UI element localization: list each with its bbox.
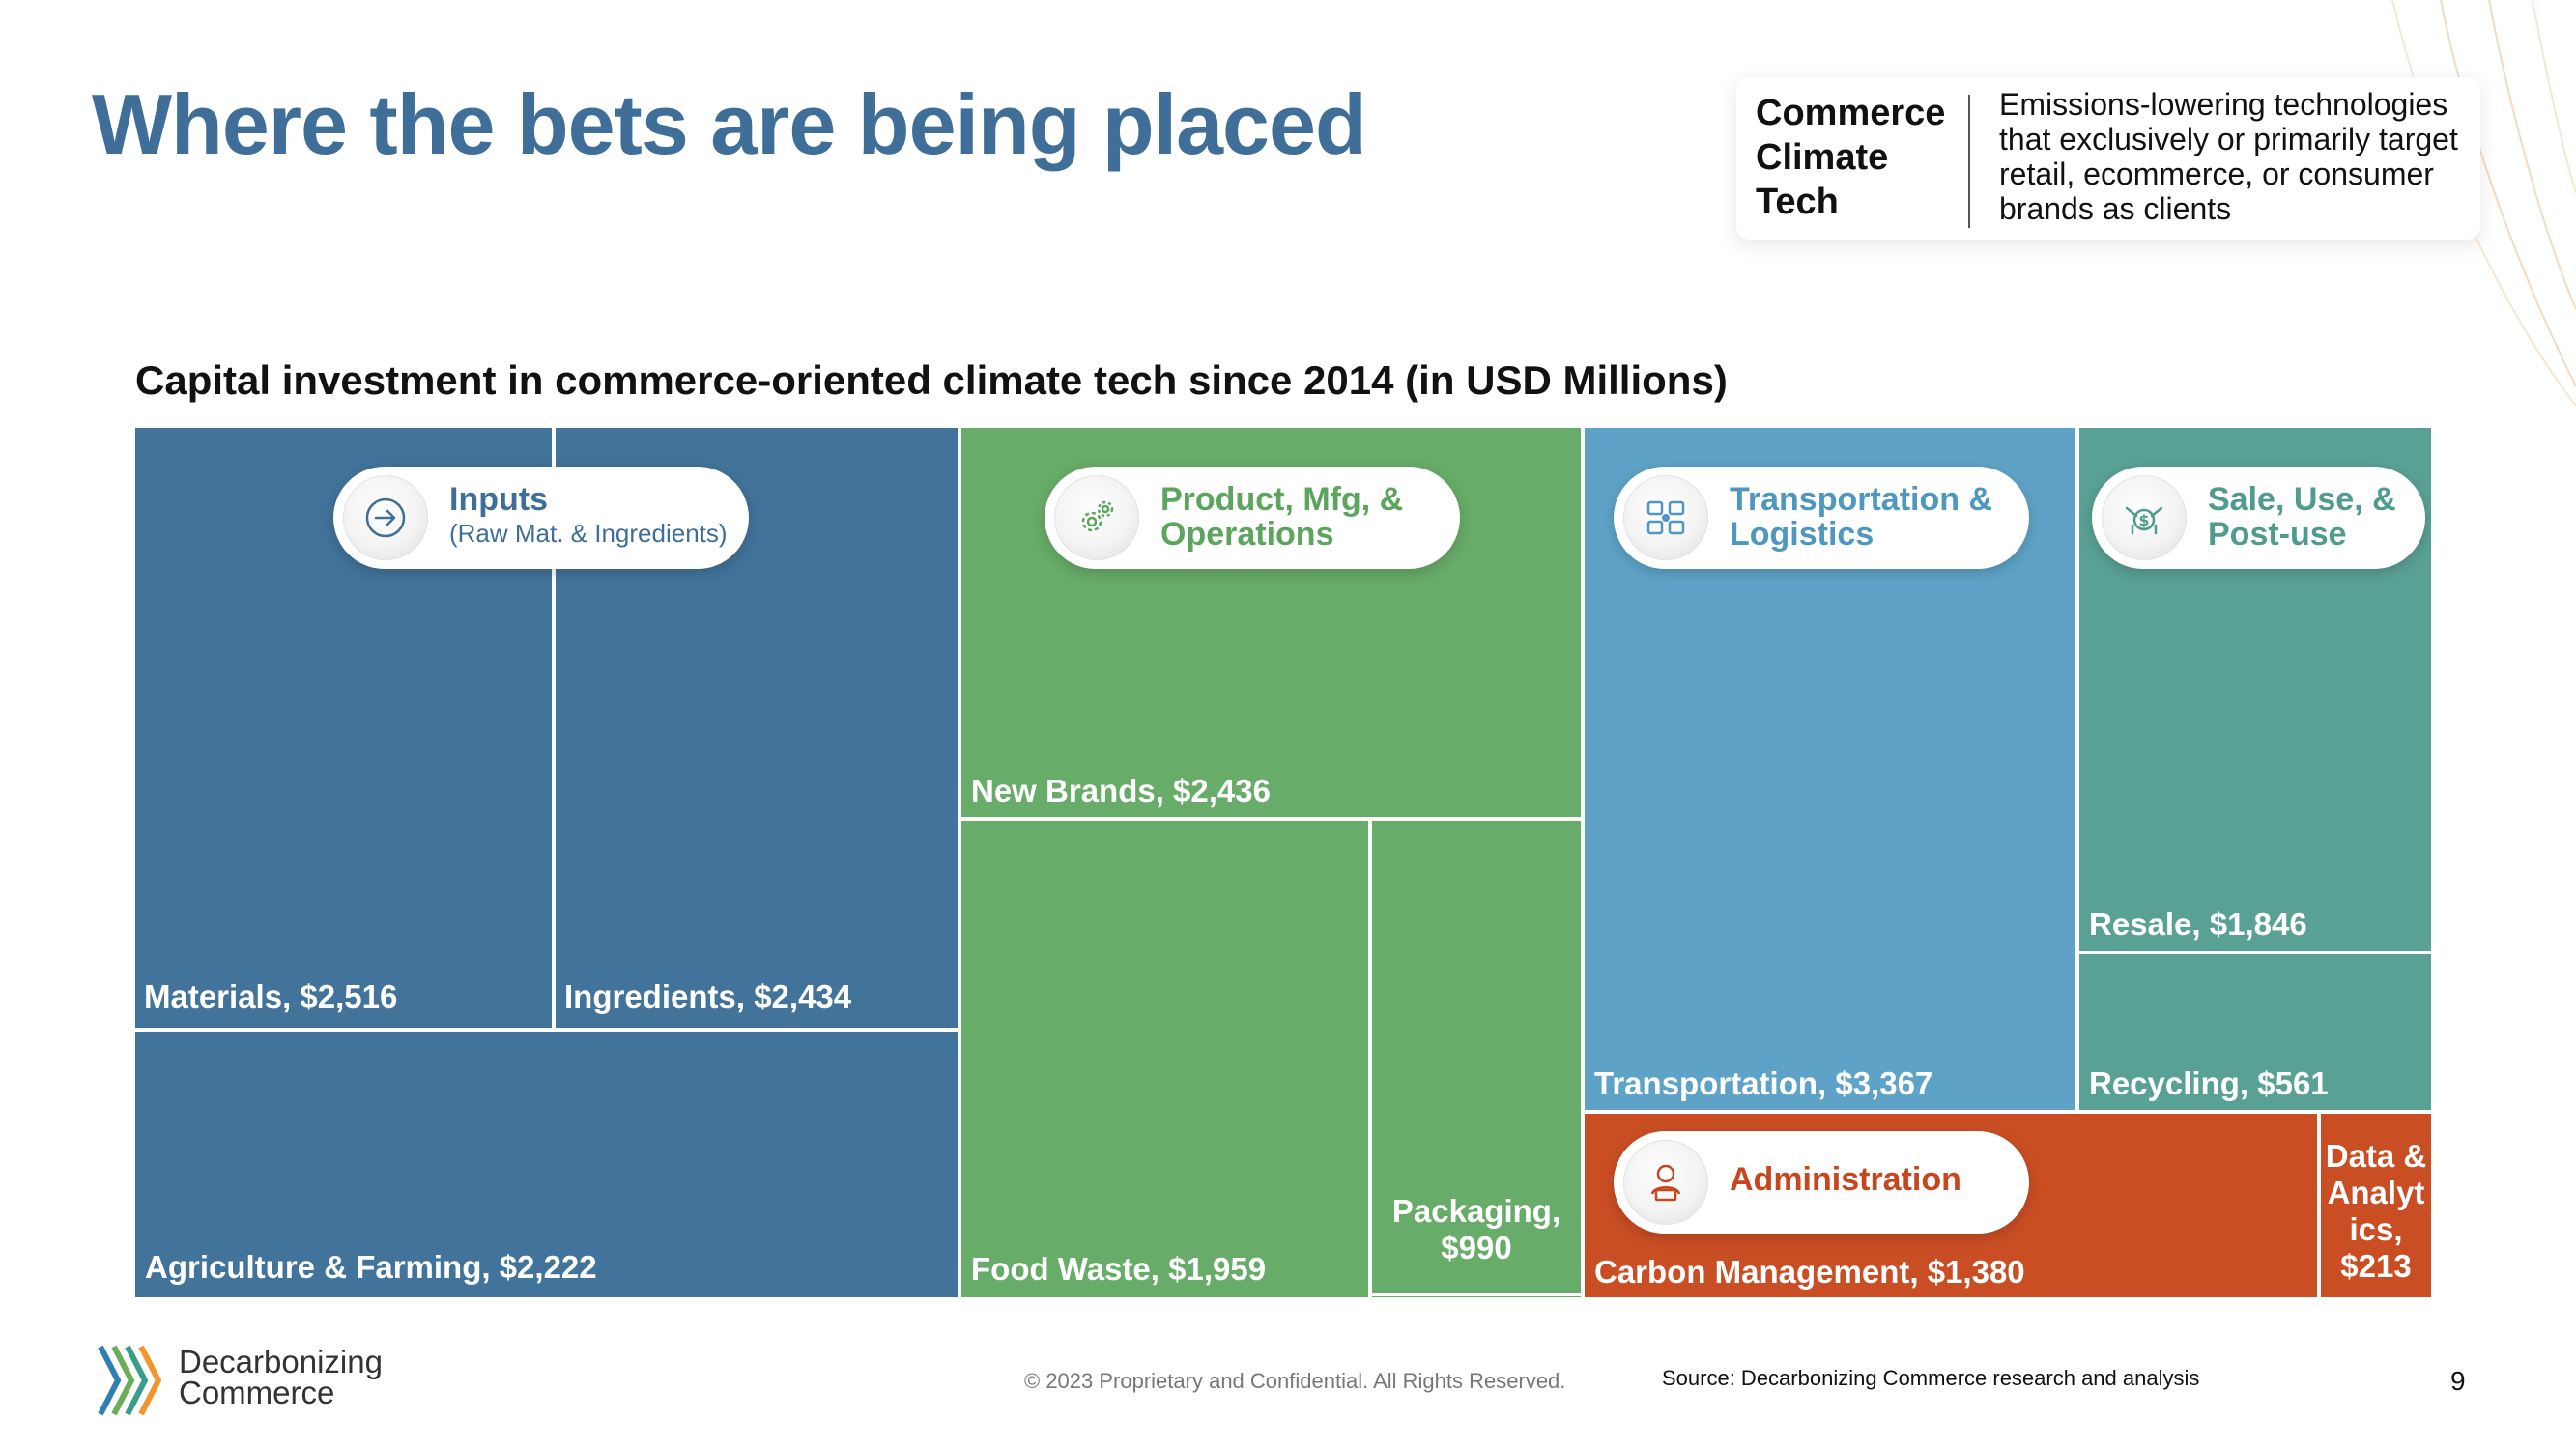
svg-text:$: $ — [2138, 511, 2149, 529]
arrow-circle-icon — [343, 475, 428, 560]
definition-text: Emissions-lowering technologies that exc… — [1999, 87, 2458, 226]
definition-term-line: Climate — [1756, 137, 1889, 178]
category-pill-sale-use-post-use: $ Sale, Use, & Post-use — [2092, 467, 2425, 569]
copyright-notice: © 2023 Proprietary and Confidential. All… — [1024, 1369, 1566, 1393]
logo-line: Decarbonizing — [179, 1344, 383, 1379]
tile-label: New Brands, $2,436 — [971, 773, 1271, 809]
logo-line: Commerce — [179, 1375, 335, 1410]
tile-ingredients: Ingredients, $2,434 — [556, 428, 961, 1032]
category-pill-administration: Administration — [1614, 1131, 2029, 1234]
tile-label: Transportation, $3,367 — [1594, 1065, 1933, 1101]
tile-agriculture-farming: Agriculture & Farming, $2,222 — [135, 1032, 961, 1301]
page-number: 9 — [2450, 1366, 2466, 1396]
definition-term-line: Commerce — [1756, 93, 1946, 133]
tile-label: Packaging, $990 — [1391, 1193, 1561, 1265]
chart-title: Capital investment in commerce-oriented … — [135, 357, 1728, 403]
tile-recycling: Recycling, $561 — [2079, 954, 2435, 1114]
category-pill-transportation-logistics: Transportation & Logistics — [1614, 467, 2029, 569]
definition-divider — [1968, 95, 1970, 228]
pill-title: Product, Mfg, & Operations — [1160, 481, 1404, 553]
pill-title: Sale, Use, & Post-use — [2208, 481, 2396, 553]
treemap-chart: Materials, $2,516 Ingredients, $2,434 Ag… — [135, 428, 2435, 1301]
tile-label: Agriculture & Farming, $2,222 — [145, 1249, 597, 1285]
pill-title: Inputs — [449, 481, 548, 518]
tile-label: Materials, $2,516 — [144, 979, 398, 1014]
source-note: Source: Decarbonizing Commerce research … — [1662, 1366, 2200, 1390]
tile-label: Resale, $1,846 — [2089, 906, 2307, 942]
gears-icon — [1054, 475, 1139, 560]
pill-subtitle: (Raw Mat. & Ingredients) — [449, 519, 728, 548]
money-hand-icon: $ — [2102, 475, 2187, 560]
tile-label: Carbon Management, $1,380 — [1594, 1254, 2025, 1290]
tile-label: Ingredients, $2,434 — [564, 979, 852, 1014]
logo-wordmark: Decarbonizing Commerce — [179, 1344, 383, 1410]
tile-label: Food Waste, $1,959 — [971, 1251, 1267, 1287]
category-pill-inputs: Inputs (Raw Mat. & Ingredients) — [333, 467, 749, 569]
page-title: Where the bets are being placed — [92, 76, 1367, 172]
pill-title: Administration — [1730, 1161, 1961, 1198]
logistics-icon — [1623, 475, 1708, 560]
tile-data-analytics: Data & Analyt ics, $213 — [2321, 1114, 2435, 1301]
definition-term: Commerce Climate Tech — [1756, 91, 1959, 224]
definition-card: Commerce Climate Tech Emissions-lowering… — [1736, 77, 2480, 240]
category-pill-product-mfg-operations: Product, Mfg, & Operations — [1045, 467, 1460, 569]
tile-food-waste: Food Waste, $1,959 — [961, 821, 1372, 1301]
pill-title: Transportation & Logistics — [1730, 481, 1993, 553]
tile-divider-line — [1372, 1293, 1581, 1296]
tile-packaging: Packaging, $990 — [1372, 821, 1585, 1301]
person-laptop-icon — [1623, 1140, 1708, 1225]
tile-label: Recycling, $561 — [2089, 1065, 2329, 1101]
tile-label: Data & Analyt ics, $213 — [2325, 1138, 2427, 1284]
definition-term-line: Tech — [1756, 182, 1839, 222]
decarbonizing-commerce-logo-icon — [98, 1345, 162, 1416]
